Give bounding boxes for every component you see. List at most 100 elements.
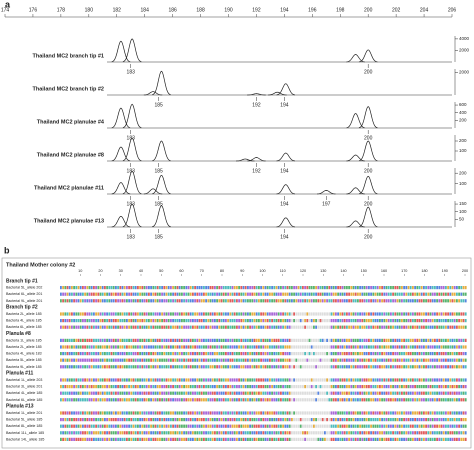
base [313,385,315,389]
base [348,365,350,369]
base [313,398,315,402]
base [317,411,320,415]
base [310,418,313,422]
base [363,411,366,415]
base [308,292,311,296]
base [447,391,449,395]
base [183,338,185,342]
base [247,424,249,428]
base [275,424,278,428]
base [346,358,348,362]
base [376,431,379,435]
base [185,286,188,290]
base [176,358,179,362]
base [174,385,177,389]
base [121,325,124,329]
base [445,411,447,415]
base [121,286,124,290]
x-tick-label: 186 [168,7,177,13]
base [458,424,460,428]
base [126,286,128,290]
base [269,338,271,342]
base [359,391,361,395]
base [247,358,249,362]
base [284,365,287,369]
base [238,345,240,349]
base [141,424,144,428]
base [192,365,194,369]
base [110,352,113,356]
base [143,292,146,296]
base [163,286,166,290]
peak-label: 200 [364,135,373,141]
base [134,286,137,290]
base [374,345,377,349]
base [418,338,421,342]
base [315,325,317,329]
base [429,338,432,342]
base [288,345,291,349]
base [145,312,148,316]
base [137,365,139,369]
base [396,431,399,435]
base [451,437,454,441]
base [359,431,361,435]
base [392,431,394,435]
base [354,418,357,422]
row-label: Bacteria 1L_allele 185 [6,338,42,342]
base [161,338,163,342]
base [249,385,251,389]
base [154,385,157,389]
peak-label: 183 [127,135,136,141]
base [251,352,254,356]
base [295,411,298,415]
base [194,358,196,362]
base [407,437,410,441]
base [436,338,438,342]
base [462,345,465,349]
base [119,378,122,382]
base [121,292,124,296]
base [106,365,108,369]
base [271,398,273,402]
base [273,325,276,329]
base [330,358,333,362]
base [440,378,443,382]
base [350,398,353,402]
base [220,319,223,323]
base [62,338,64,342]
base [269,319,271,323]
base [315,385,317,389]
base [295,385,298,389]
base [225,292,227,296]
base [284,319,287,323]
base [110,391,113,395]
base [392,398,394,402]
base [137,437,139,441]
base [178,418,181,422]
base [178,391,181,395]
base [269,325,271,329]
base [260,391,262,395]
base [357,312,359,316]
base [200,365,203,369]
base [390,358,392,362]
base [464,411,467,415]
base [62,312,64,316]
base [368,319,370,323]
base [401,352,403,356]
base [374,319,377,323]
base [90,365,93,369]
base [247,437,249,441]
base [293,437,295,441]
base [321,325,324,329]
base [368,424,370,428]
base [172,352,174,356]
base [324,338,326,342]
base [370,338,372,342]
base [271,325,273,329]
row-label: Bacterial 14L_allele 185 [6,437,44,441]
base [350,431,353,435]
base [264,299,267,303]
base [132,292,135,296]
